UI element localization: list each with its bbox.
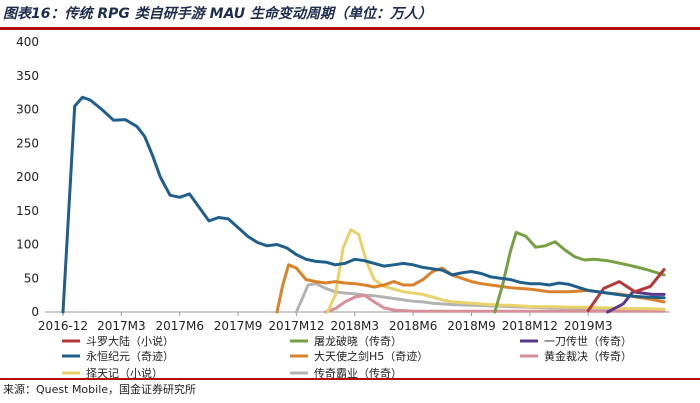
legend-entry: 传奇霸业（传奇） [314, 367, 402, 378]
y-tick-label: 400 [16, 35, 39, 49]
y-tick-label: 300 [16, 103, 39, 117]
series-lines [61, 95, 666, 314]
series-line-0 [586, 268, 666, 313]
title-rule [0, 27, 700, 30]
x-tick-label: 2017M6 [155, 319, 204, 333]
y-tick-label: 50 [24, 271, 39, 285]
legend: 斗罗大陆（小说） 屠龙破晓（传奇） 一刀传世（传奇） 永恒纪元（奇迹） 大天使之剑H5（… [62, 334, 632, 378]
source-note: 来源：Quest Mobile，国金证券研究所 [3, 383, 197, 396]
x-tick-label: 2018M9 [447, 319, 496, 333]
series-line-1 [493, 230, 666, 314]
legend-entry: 黄金裁决（传奇） [544, 349, 632, 363]
legend-entry: 屠龙破晓（传奇） [314, 334, 402, 348]
x-tick-label: 2018M12 [502, 319, 558, 333]
legend-entry: 择天记（小说） [86, 366, 163, 378]
y-tick-label: 100 [16, 238, 39, 252]
series-line-3 [61, 95, 666, 314]
figure-title: 图表16：传统 RPG 类自研手游 MAU 生命变动周期（单位：万人） [3, 6, 433, 22]
y-tick-label: 350 [16, 69, 39, 83]
x-tick-label: 2017M3 [97, 319, 146, 333]
series-line-6 [326, 228, 666, 314]
legend-entry: 大天使之剑H5（奇迹） [314, 349, 428, 363]
x-tick-label: 2017M12 [268, 319, 324, 333]
y-tick-label: 200 [16, 170, 39, 184]
series-line-2 [606, 290, 666, 314]
y-tick-label: 250 [16, 136, 39, 150]
y-tick-labels: 0 50 100 150 200 250 300 350 400 [16, 35, 39, 319]
x-tick-label: 2019M3 [564, 319, 613, 333]
x-tick-label: 2018M3 [331, 319, 380, 333]
x-tick-label: 2016-12 [38, 319, 88, 333]
series-line-7 [294, 282, 666, 314]
series-line-5 [324, 293, 666, 314]
legend-entry: 一刀传世（传奇） [544, 335, 632, 348]
x-tick-label: 2018M6 [389, 319, 438, 333]
x-tick-labels: 2016-12 2017M3 2017M6 2017M9 2017M12 2018M3 20… [38, 319, 613, 333]
y-tick-label: 0 [31, 305, 39, 319]
source-rule [0, 378, 700, 380]
legend-entry: 斗罗大陆（小说） [86, 334, 174, 348]
y-tick-label: 150 [16, 204, 39, 218]
legend-entry: 永恒纪元（奇迹） [86, 349, 174, 363]
x-tick-label: 2017M9 [214, 319, 263, 333]
